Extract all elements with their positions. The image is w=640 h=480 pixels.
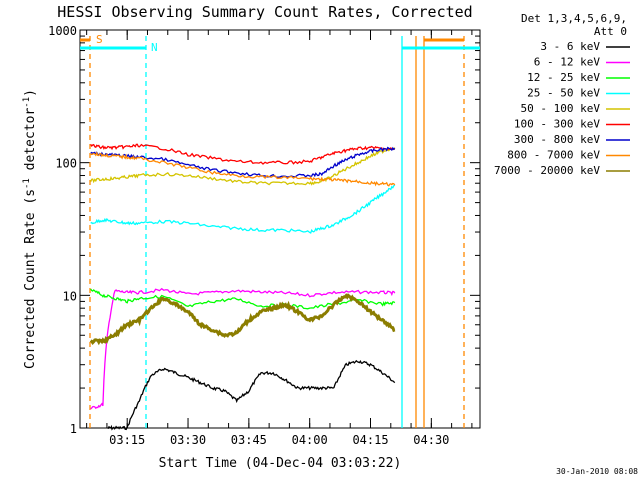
plot-frame — [79, 29, 481, 429]
legend: Det 1,3,4,5,6,9,Att 0 3 - 6 keV 6 - 12 keV… — [494, 12, 630, 177]
y-tick-label: 100 — [55, 157, 77, 171]
x-axis-label: Start Time (04-Dec-04 03:03:22) — [159, 456, 402, 471]
x-axis-ticks: 03:15 03:30 03:45 04:00 04:15 04:30 — [86, 30, 473, 447]
y-tick-label: 1000 — [48, 24, 77, 38]
series-line-2 — [90, 288, 396, 310]
attenuator-markers: SN — [80, 33, 480, 428]
legend-entry-label: 6 - 12 keV — [534, 56, 601, 69]
footer-date: 30-Jan-2010 08:08 — [556, 467, 638, 476]
saa-label: S — [96, 33, 103, 46]
legend-entry-label: 800 - 7000 keV — [507, 149, 600, 162]
legend-header: Att 0 — [594, 25, 627, 38]
legend-entry-label: 100 - 300 keV — [514, 118, 600, 131]
legend-entry-label: 25 - 50 keV — [527, 87, 600, 100]
x-tick-label: 04:15 — [352, 433, 388, 447]
legend-entry-label: 3 - 6 keV — [540, 40, 600, 53]
x-tick-label: 04:00 — [292, 433, 328, 447]
chart-title: HESSI Observing Summary Count Rates, Cor… — [57, 3, 472, 21]
y-axis-label: Corrected Count Rate (s-1 detector-1) — [22, 89, 38, 369]
series-line-8 — [89, 293, 396, 346]
series-lines — [89, 143, 396, 431]
series-line-1 — [90, 287, 396, 410]
y-axis-ticks: 1 10 100 1000 — [48, 24, 480, 436]
y-axis-label-part3: ) — [23, 89, 38, 97]
legend-entry-label: 300 - 800 keV — [514, 133, 600, 146]
series-line-5 — [90, 143, 396, 165]
night-label: N — [151, 41, 158, 54]
legend-header: Det 1,3,4,5,6,9, — [521, 12, 627, 25]
series-line-3 — [90, 184, 396, 234]
x-tick-label: 03:15 — [109, 433, 145, 447]
y-tick-label: 10 — [63, 289, 77, 303]
series-line-7 — [90, 151, 396, 187]
legend-entry-label: 7000 - 20000 keV — [494, 164, 600, 177]
series-line-4 — [90, 147, 396, 186]
y-axis-label-part1: Corrected Count Rate (s — [23, 189, 38, 369]
legend-entry-label: 50 - 100 keV — [521, 102, 601, 115]
series-line-0 — [107, 359, 396, 431]
y-tick-label: 1 — [70, 422, 77, 436]
x-tick-label: 04:30 — [413, 433, 449, 447]
y-axis-label-sup1: -1 — [22, 178, 32, 189]
x-tick-label: 03:30 — [170, 433, 206, 447]
y-axis-label-sup2: -1 — [22, 97, 32, 108]
x-tick-label: 03:45 — [231, 433, 267, 447]
legend-entry-label: 12 - 25 keV — [527, 71, 600, 84]
y-axis-label-part2: detector — [23, 108, 38, 179]
